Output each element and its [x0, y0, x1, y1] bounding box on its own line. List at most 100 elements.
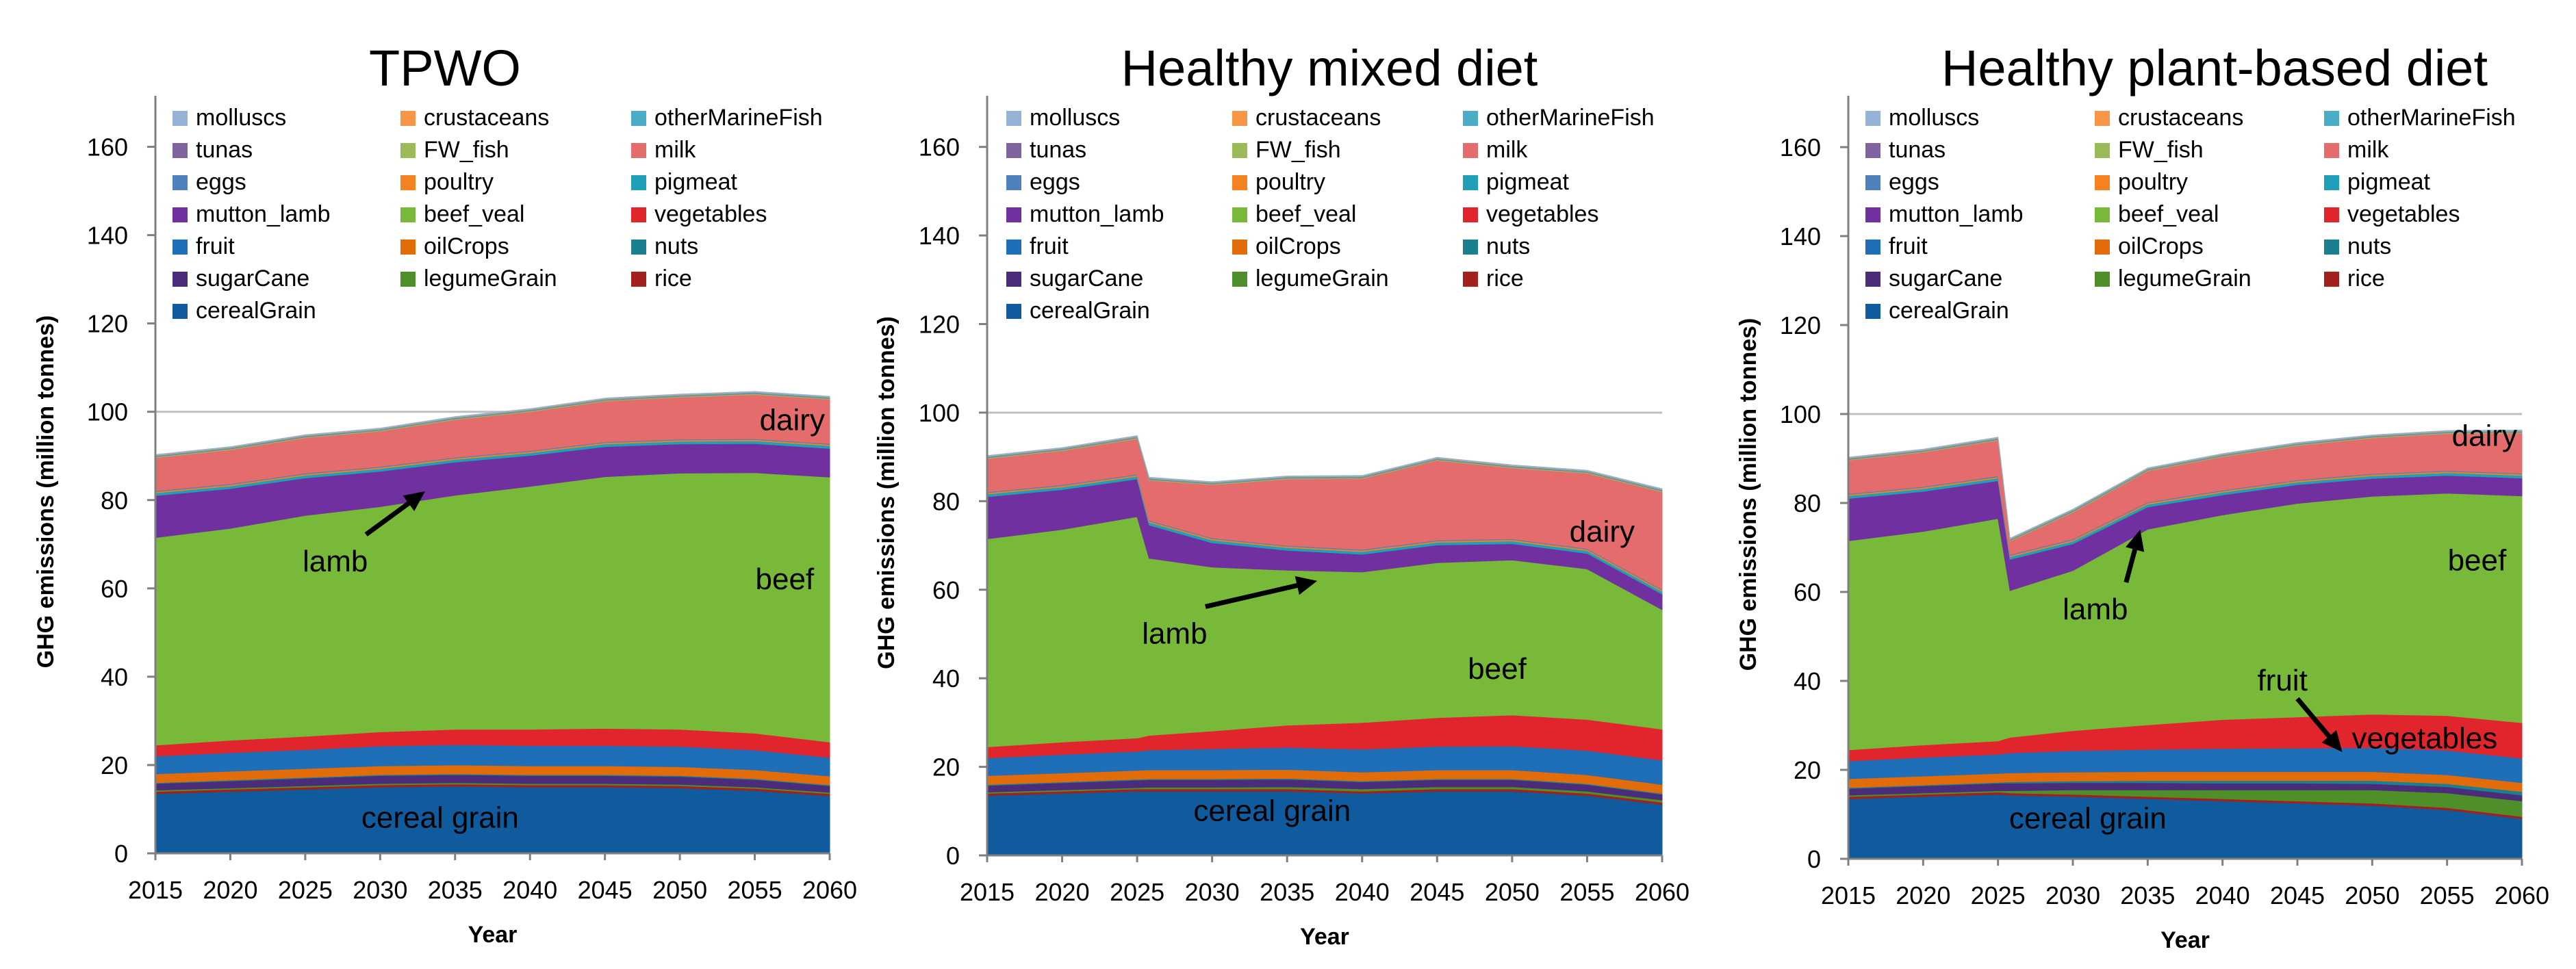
legend-label-legumeGrain: legumeGrain	[2118, 266, 2252, 292]
annotation-cereal-grain: cereal grain	[361, 801, 519, 834]
legend-swatch-tunas	[173, 143, 188, 158]
chart-title: Healthy mixed diet	[1121, 40, 1538, 96]
legend-label-oilCrops: oilCrops	[1255, 233, 1341, 259]
annotation-arrow-line	[2124, 549, 2138, 583]
x-tick-label: 2035	[2120, 881, 2175, 909]
legend-label-poultry: poultry	[1255, 169, 1325, 195]
x-tick-label: 2055	[1559, 878, 1614, 906]
y-tick-label: 120	[919, 311, 960, 339]
legend-label-rice: rice	[2347, 266, 2385, 292]
legend-swatch-FW_fish	[2095, 143, 2110, 158]
legend-swatch-otherMarineFish	[1463, 111, 1478, 126]
legend-label-otherMarineFish: otherMarineFish	[654, 105, 823, 131]
legend-swatch-sugarCane	[1865, 272, 1880, 287]
annotation-cereal-grain: cereal grain	[1193, 794, 1351, 827]
y-tick-label: 160	[87, 133, 128, 162]
x-tick-label: 2040	[1335, 878, 1390, 906]
legend-swatch-FW_fish	[1232, 143, 1247, 158]
y-tick-label: 140	[87, 222, 128, 250]
y-tick-label: 100	[919, 399, 960, 427]
y-tick-label: 0	[946, 842, 960, 870]
legend-label-eggs: eggs	[1889, 169, 1939, 195]
y-tick-label: 20	[932, 753, 960, 781]
legend-label-legumeGrain: legumeGrain	[1255, 266, 1389, 292]
y-tick-label: 20	[1794, 756, 1821, 784]
legend-label-fruit: fruit	[196, 233, 235, 259]
legend-swatch-molluscs	[1006, 111, 1021, 126]
y-tick-label: 60	[1794, 578, 1821, 606]
legend-swatch-FW_fish	[400, 143, 416, 158]
annotation-dairy: dairy	[1570, 515, 1635, 549]
legend-label-rice: rice	[1486, 266, 1524, 292]
legend-label-vegetables: vegetables	[1486, 201, 1598, 227]
x-tick-label: 2015	[128, 876, 183, 904]
x-tick-label: 2060	[1635, 878, 1689, 906]
legend-swatch-vegetables	[2324, 207, 2339, 222]
legend-label-otherMarineFish: otherMarineFish	[1486, 105, 1655, 131]
x-tick-label: 2035	[1260, 878, 1314, 906]
legend-label-FW_fish: FW_fish	[2118, 137, 2204, 163]
legend-swatch-poultry	[1232, 175, 1247, 190]
legend-label-fruit: fruit	[1030, 233, 1069, 259]
legend-label-milk: milk	[1486, 137, 1528, 163]
annotation-arrow-head	[1295, 576, 1318, 595]
legend-label-pigmeat: pigmeat	[1486, 169, 1570, 195]
legend-swatch-cerealGrain	[1865, 304, 1880, 319]
legend-label-nuts: nuts	[654, 233, 698, 259]
x-tick-label: 2045	[2270, 881, 2325, 909]
legend-label-nuts: nuts	[2347, 233, 2391, 259]
y-tick-label: 80	[101, 487, 128, 515]
legend-label-sugarCane: sugarCane	[196, 266, 309, 292]
legend-label-cerealGrain: cerealGrain	[196, 298, 316, 324]
annotation-lamb: lamb	[303, 545, 368, 578]
annotation-lamb: lamb	[2063, 593, 2128, 626]
legend-label-nuts: nuts	[1486, 233, 1530, 259]
legend-swatch-oilCrops	[1232, 240, 1247, 255]
legend-swatch-beef_veal	[1232, 207, 1247, 222]
x-tick-label: 2040	[502, 876, 557, 904]
annotation-arrow-line	[1205, 583, 1298, 609]
legend-label-cerealGrain: cerealGrain	[1030, 298, 1150, 324]
x-tick-label: 2025	[1110, 878, 1164, 906]
legend-label-milk: milk	[654, 137, 696, 163]
legend-label-pigmeat: pigmeat	[2347, 169, 2431, 195]
area-molluscs	[1848, 429, 2523, 539]
legend-label-crustaceans: crustaceans	[424, 105, 549, 131]
legend-swatch-milk	[1463, 143, 1478, 158]
y-tick-label: 160	[919, 133, 960, 162]
legend-label-crustaceans: crustaceans	[2118, 105, 2243, 131]
legend-label-FW_fish: FW_fish	[424, 137, 509, 163]
annotation-arrow-head	[2126, 530, 2145, 552]
legend-swatch-crustaceans	[400, 111, 416, 126]
chart-panel-2: Healthy mixed diet0204060801001201401602…	[873, 40, 1689, 950]
legend-swatch-vegetables	[1463, 207, 1478, 222]
legend-swatch-tunas	[1865, 143, 1880, 158]
x-tick-label: 2025	[278, 876, 333, 904]
y-tick-label: 0	[1807, 845, 1821, 873]
annotation-dairy: dairy	[2452, 419, 2517, 453]
y-axis-label: GHG emissions (million tonnes)	[33, 315, 59, 669]
legend-label-pigmeat: pigmeat	[654, 169, 738, 195]
x-tick-label: 2030	[2045, 881, 2100, 909]
legend-swatch-legumeGrain	[2095, 272, 2110, 287]
legend-label-sugarCane: sugarCane	[1889, 266, 2002, 292]
legend-swatch-fruit	[173, 240, 188, 255]
legend-swatch-nuts	[2324, 240, 2339, 255]
legend-swatch-otherMarineFish	[631, 111, 646, 126]
legend-swatch-rice	[1463, 272, 1478, 287]
x-tick-label: 2015	[960, 878, 1015, 906]
annotation-arrow-head	[403, 491, 425, 511]
legend-label-tunas: tunas	[1030, 137, 1086, 163]
legend-swatch-oilCrops	[400, 240, 416, 255]
legend-swatch-milk	[2324, 143, 2339, 158]
legend-label-cerealGrain: cerealGrain	[1889, 298, 2009, 324]
legend-label-fruit: fruit	[1889, 233, 1928, 259]
y-tick-label: 100	[87, 398, 128, 426]
legend-swatch-crustaceans	[1232, 111, 1247, 126]
legend-swatch-molluscs	[173, 111, 188, 126]
legend-label-beef_veal: beef_veal	[424, 201, 524, 227]
legend-label-mutton_lamb: mutton_lamb	[1889, 201, 2024, 227]
y-tick-label: 160	[1780, 133, 1821, 162]
